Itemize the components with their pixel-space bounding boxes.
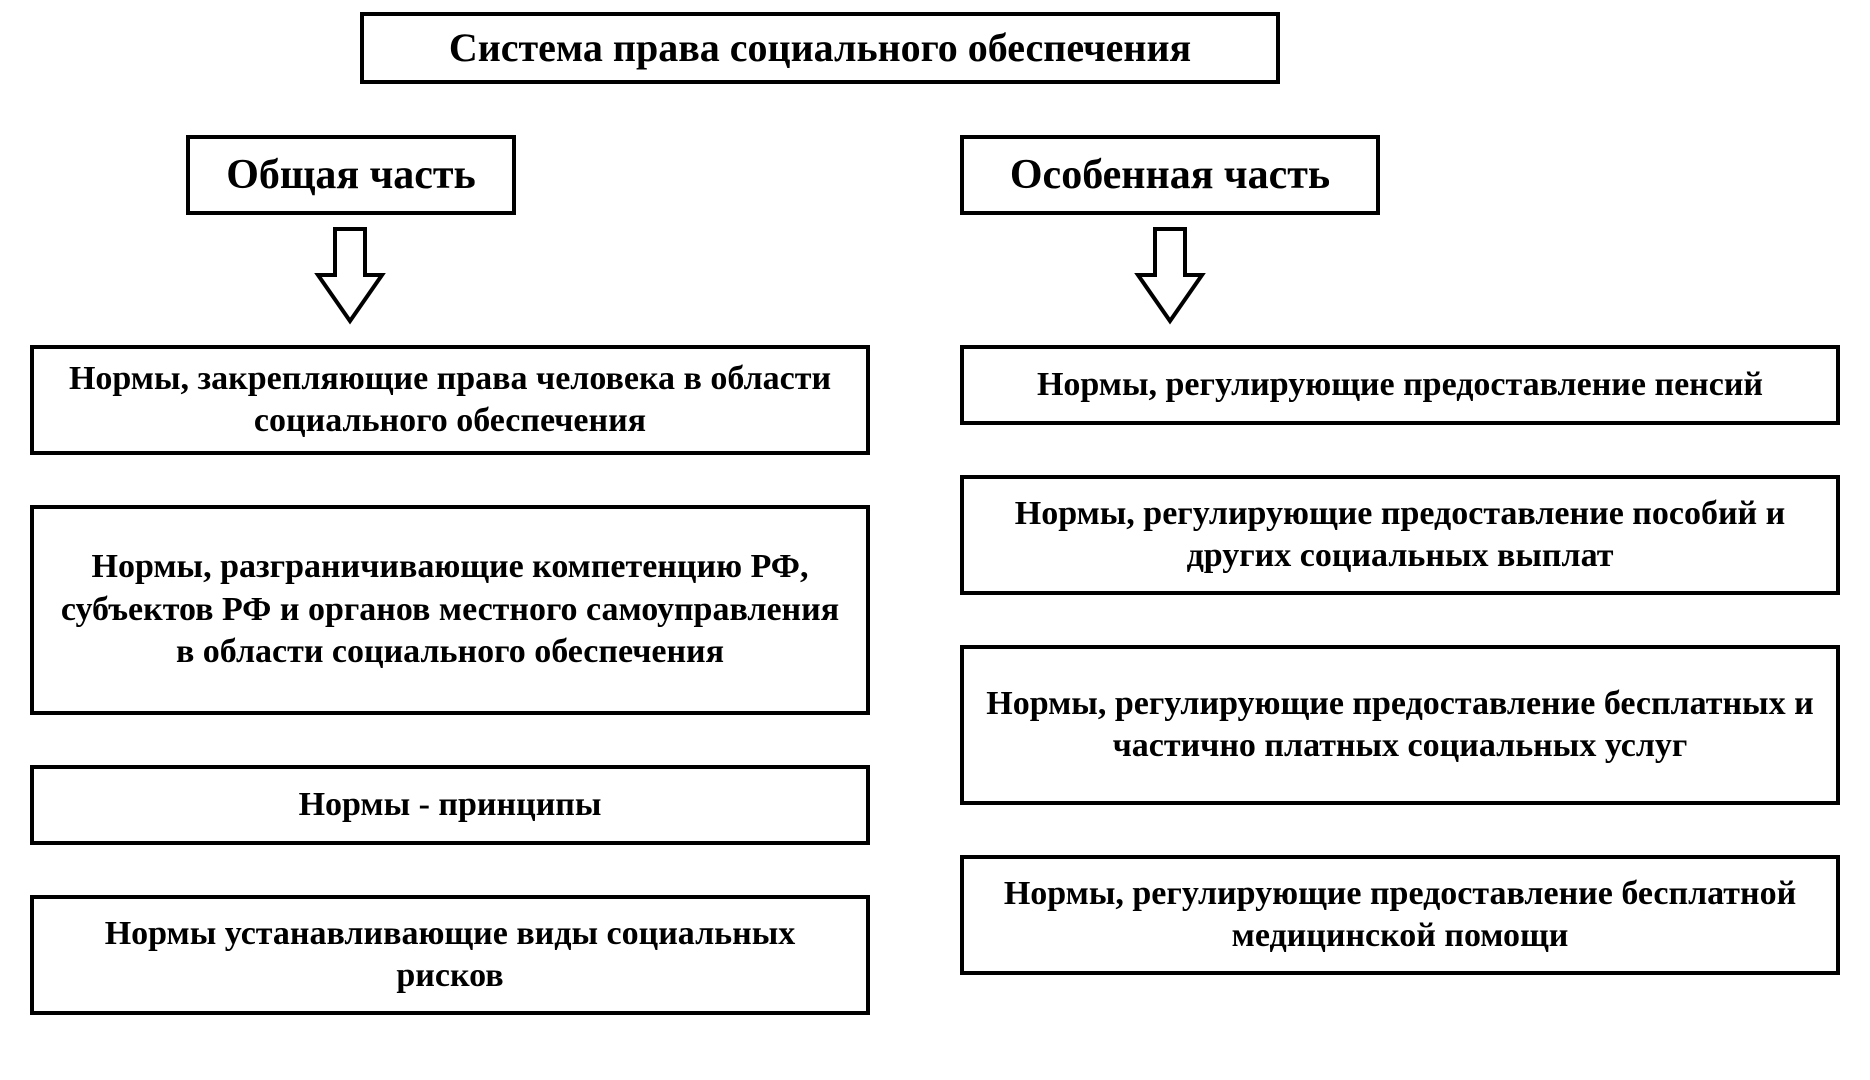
left-item-2: Нормы, разграничивающие компетенцию РФ, … — [30, 505, 870, 715]
right-item-2: Нормы, регулирующие предоставление пособ… — [960, 475, 1840, 595]
right-item-4: Нормы, регулирующие предоставление беспл… — [960, 855, 1840, 975]
right-item-1: Нормы, регулирующие предоставление пенси… — [960, 345, 1840, 425]
right-item-3: Нормы, регулирующие предоставление беспл… — [960, 645, 1840, 805]
left-item-1: Нормы, закрепляющие права человека в обл… — [30, 345, 870, 455]
diagram-title: Система права социального обеспечения — [360, 12, 1280, 84]
left-item-4: Нормы устанавливающие виды социальных ри… — [30, 895, 870, 1015]
left-header: Общая часть — [186, 135, 516, 215]
arrow-down-icon — [310, 225, 390, 325]
arrow-down-icon — [1130, 225, 1210, 325]
left-item-3: Нормы - принципы — [30, 765, 870, 845]
diagram-canvas: Система права социального обеспечения Об… — [0, 0, 1870, 1080]
right-header: Особенная часть — [960, 135, 1380, 215]
